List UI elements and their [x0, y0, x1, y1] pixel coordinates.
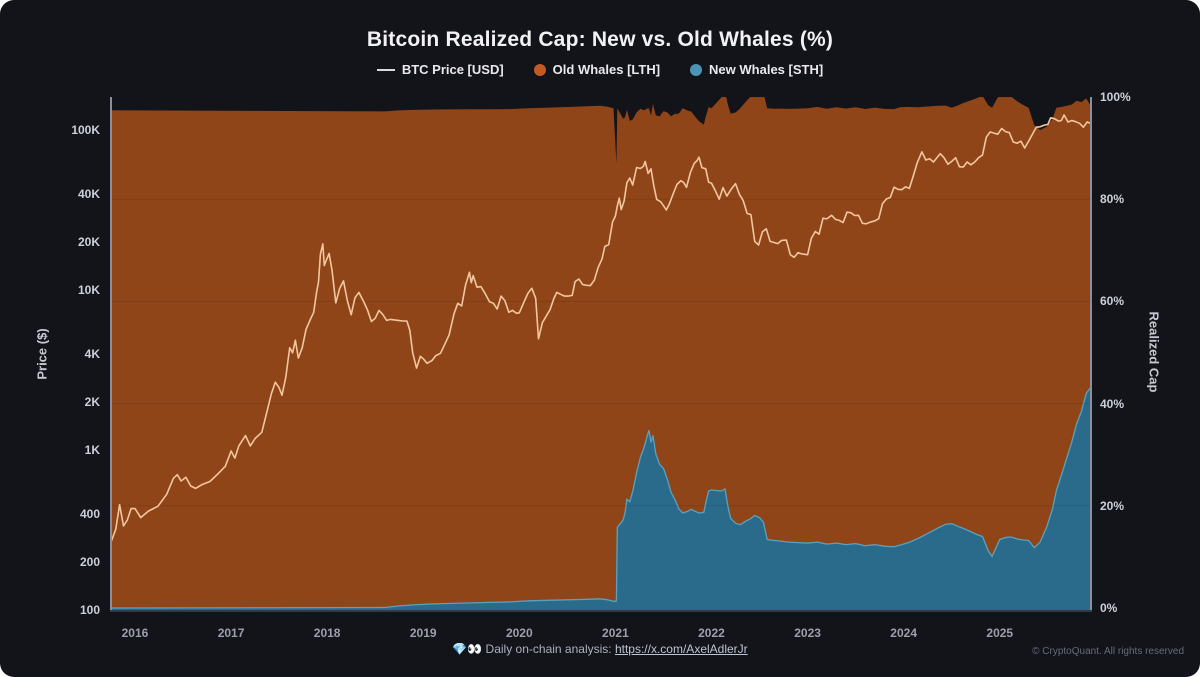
footer-link[interactable]: https://x.com/AxelAdlerJr: [614, 642, 748, 656]
legend-label: Old Whales [LTH]: [552, 62, 661, 77]
price-tick: 100: [79, 602, 100, 617]
price-tick: 400: [79, 506, 100, 521]
price-tick: 40K: [77, 186, 100, 201]
dot-marker-icon: [690, 63, 703, 76]
year-tick: 2018: [313, 626, 341, 640]
legend-label: New Whales [STH]: [709, 62, 824, 77]
price-tick: 100K: [71, 122, 100, 137]
new-whales-area: [110, 385, 1092, 612]
year-tick: 2017: [217, 626, 245, 640]
legend-item-old-whales[interactable]: Old Whales [LTH]: [533, 62, 661, 77]
btc-price-line: [110, 114, 1092, 546]
year-tick: 2022: [698, 626, 725, 640]
year-tick: 2019: [409, 626, 437, 640]
realized-cap-tick: 20%: [1100, 498, 1125, 513]
y-axis-title-realized-cap: Realized Cap: [1146, 311, 1162, 393]
price-tick: 2K: [84, 394, 100, 409]
price-tick: 20K: [77, 234, 100, 249]
realized-cap-tick: 60%: [1100, 294, 1125, 309]
legend-label: BTC Price [USD]: [401, 62, 504, 77]
page-title: Bitcoin Realized Cap: New vs. Old Whales…: [366, 28, 834, 51]
legend-item-btc-price[interactable]: BTC Price [USD]: [376, 62, 504, 77]
chart-canvas[interactable]: [110, 97, 1092, 612]
footer-note: 💎👀 Daily on-chain analysis: https://x.co…: [0, 642, 1200, 656]
old-whales-area: [110, 97, 1092, 612]
chart-legend: BTC Price [USD] Old Whales [LTH] New Wha…: [0, 62, 1200, 77]
realized-cap-tick: 40%: [1100, 396, 1125, 411]
price-tick: 200: [79, 554, 100, 569]
realized-cap-tick: 80%: [1100, 192, 1125, 207]
price-tick: 10K: [77, 282, 100, 297]
year-tick: 2016: [121, 626, 149, 640]
year-tick: 2023: [794, 626, 821, 640]
year-tick: 2021: [602, 626, 629, 640]
year-tick: 2025: [986, 626, 1014, 640]
line-marker-icon: [376, 68, 395, 71]
footer-text: Daily on-chain analysis:: [485, 642, 612, 656]
year-tick: 2020: [505, 626, 533, 640]
realized-cap-tick: 100%: [1100, 90, 1131, 104]
legend-item-new-whales[interactable]: New Whales [STH]: [690, 62, 823, 77]
footer-icons: 💎👀: [452, 642, 483, 656]
realized-cap-tick: 0%: [1100, 601, 1118, 615]
price-tick: 4K: [84, 346, 100, 361]
year-tick: 2024: [890, 626, 917, 640]
price-tick: 1K: [84, 442, 100, 457]
new-whales-edge: [110, 385, 1092, 609]
copyright-text: © CryptoQuant. All rights reserved: [1032, 646, 1184, 657]
dot-marker-icon: [533, 63, 546, 76]
